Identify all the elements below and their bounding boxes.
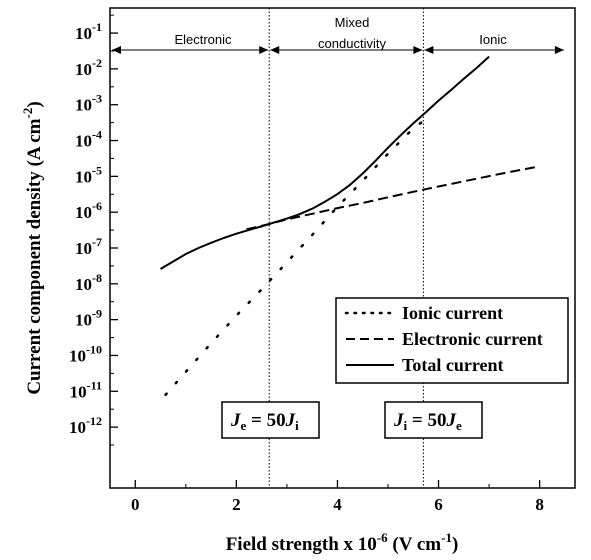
y-tick-label-exp: -12 <box>86 414 102 428</box>
y-tick-label-exp: -7 <box>92 235 102 249</box>
region-label-ionic: Ionic <box>479 32 507 47</box>
y-tick-label-exp: -3 <box>92 92 102 106</box>
y-tick-label-base: 10 <box>69 418 86 437</box>
y-tick-label-exp: -1 <box>92 20 102 34</box>
y-tick-label-exp: -4 <box>92 128 102 142</box>
legend-label-ionic: Ionic current <box>402 303 503 323</box>
axis-ticks <box>110 14 541 488</box>
y-tick-label-exp: -6 <box>92 199 102 213</box>
annotation-1-mid: = 50 <box>246 410 285 431</box>
region-arrowhead <box>259 46 269 54</box>
y-tick-label-base: 10 <box>75 24 92 43</box>
y-tick-label: 10-3 <box>75 92 102 115</box>
y-tick-label: 10-12 <box>69 414 102 437</box>
annotation-2-a-sub: i <box>404 418 408 433</box>
annotation-2-b-sub: e <box>456 418 462 433</box>
y-tick-labels: 10-110-210-310-410-510-610-710-810-910-1… <box>69 20 102 437</box>
annotation-box-2 <box>384 401 483 439</box>
region-arrows <box>112 46 564 54</box>
x-axis-title-base: Field strength x 10 <box>226 534 377 555</box>
x-tick-labels: 0 2 4 6 8 <box>131 495 544 514</box>
series-lines <box>159 55 540 397</box>
x-tick-label: 8 <box>535 495 544 514</box>
y-tick-label-exp: -10 <box>86 342 102 356</box>
annotation-1-b: J <box>285 410 296 431</box>
y-tick-label: 10-1 <box>75 20 102 43</box>
y-tick-label: 10-11 <box>70 378 102 401</box>
annotation-2-a: J <box>393 410 404 431</box>
y-tick-label: 10-6 <box>75 199 102 222</box>
plot-frame <box>109 7 576 489</box>
region-arrowhead <box>554 46 564 54</box>
y-axis-title-base: Current component density (A cm <box>24 118 45 394</box>
y-tick-label: 10-7 <box>75 235 102 258</box>
x-tick-label: 2 <box>232 495 241 514</box>
legend: Ionic current Electronic current Total c… <box>335 297 569 384</box>
y-tick-label-base: 10 <box>75 311 92 330</box>
y-tick-label-base: 10 <box>75 203 92 222</box>
y-tick-label-base: 10 <box>75 239 92 258</box>
series-total-current <box>159 55 490 270</box>
y-tick-label-base: 10 <box>75 167 92 186</box>
x-tick-label: 4 <box>333 495 342 514</box>
x-axis-title-unit-post: ) <box>452 534 458 555</box>
region-arrowhead <box>270 46 280 54</box>
legend-label-electronic: Electronic current <box>402 329 543 349</box>
y-tick-label-exp: -5 <box>92 163 102 177</box>
annotation-text-1: Je = 50Ji <box>230 410 299 433</box>
annotation-1-a: J <box>230 410 241 431</box>
y-tick-label: 10-4 <box>75 128 102 151</box>
y-tick-label-base: 10 <box>75 60 92 79</box>
series-ionic-current <box>164 119 425 397</box>
x-axis-title-unit-pre: (V cm <box>388 534 442 555</box>
y-tick-label: 10-5 <box>75 163 102 186</box>
y-tick-label: 10-2 <box>75 56 102 79</box>
region-label-electronic: Electronic <box>174 32 232 47</box>
legend-label-total: Total current <box>402 355 504 375</box>
x-axis-title-unit-exp: -1 <box>441 530 452 545</box>
annotation-box-1 <box>221 401 320 439</box>
y-tick-label: 10-8 <box>75 271 102 294</box>
annotation-ji-50je: Ji = 50Je <box>384 401 483 439</box>
annotation-1-b-sub: i <box>295 418 299 433</box>
y-tick-label: 10-10 <box>69 342 102 365</box>
annotation-1-a-sub: e <box>241 418 247 433</box>
y-axis-title: Current component density (A cm-2) <box>20 101 45 394</box>
y-tick-label-exp: -9 <box>92 307 102 321</box>
y-tick-label-base: 10 <box>75 132 92 151</box>
series-electronic-current <box>246 165 540 231</box>
region-arrowhead <box>112 46 121 54</box>
x-tick-label: 6 <box>434 495 443 514</box>
y-axis-title-post: ) <box>24 101 45 107</box>
y-tick-label-base: 10 <box>70 382 87 401</box>
y-tick-label-exp: -8 <box>92 271 102 285</box>
region-arrowhead <box>413 46 423 54</box>
legend-box <box>335 297 569 384</box>
region-arrowhead <box>424 46 434 54</box>
annotation-2-b: J <box>445 410 456 431</box>
y-tick-label-base: 10 <box>75 96 92 115</box>
y-tick-label-base: 10 <box>69 346 86 365</box>
region-label-mixed-line1: Mixed <box>335 15 370 30</box>
annotation-je-50ji: Je = 50Ji <box>221 401 320 439</box>
y-tick-label-exp: -11 <box>87 378 102 392</box>
x-tick-label: 0 <box>131 495 140 514</box>
annotation-2-mid: = 50 <box>407 410 446 431</box>
x-axis-title: Field strength x 10-6 (V cm-1) <box>226 530 459 555</box>
annotation-text-2: Ji = 50Je <box>393 410 462 433</box>
region-label-mixed-line2: conductivity <box>318 36 386 51</box>
x-axis-title-exp: -6 <box>377 530 388 545</box>
y-tick-label-base: 10 <box>75 275 92 294</box>
y-tick-label-exp: -2 <box>92 56 102 70</box>
y-tick-label: 10-9 <box>75 307 102 330</box>
y-axis-title-exp: -2 <box>20 108 35 119</box>
